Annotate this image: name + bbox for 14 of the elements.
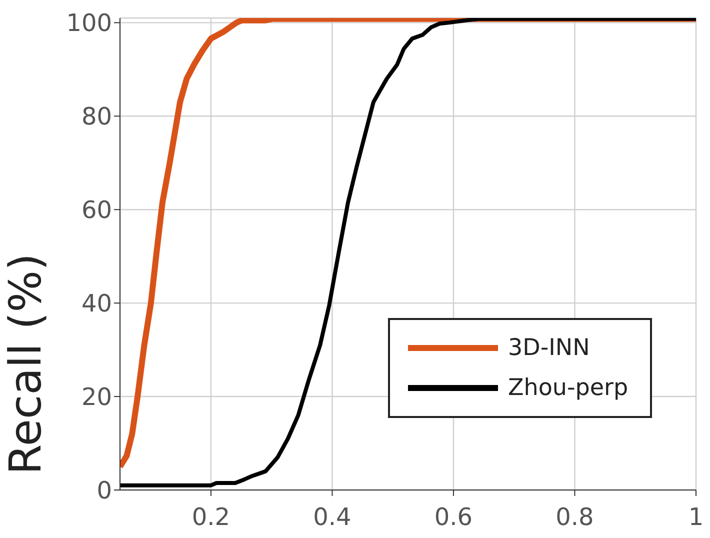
x-tick-label: 1 (688, 503, 704, 532)
y-tick-label: 100 (66, 9, 112, 38)
y-tick-label: 20 (81, 383, 112, 412)
x-tick-label: 0.2 (192, 503, 230, 532)
legend-label: Zhou-perp (508, 375, 628, 401)
x-tick-label: 0.4 (313, 503, 352, 532)
y-tick-label: 40 (81, 290, 112, 318)
y-tick-label: 60 (81, 196, 112, 224)
y-tick-label: 80 (81, 102, 112, 131)
legend-label: 3D-INN (508, 335, 590, 361)
x-tick-label: 0.8 (556, 503, 594, 532)
y-tick-label: 0 (96, 476, 112, 505)
x-tick-label: 0.6 (434, 503, 473, 532)
y-axis-title: Recall (%) (0, 253, 52, 475)
